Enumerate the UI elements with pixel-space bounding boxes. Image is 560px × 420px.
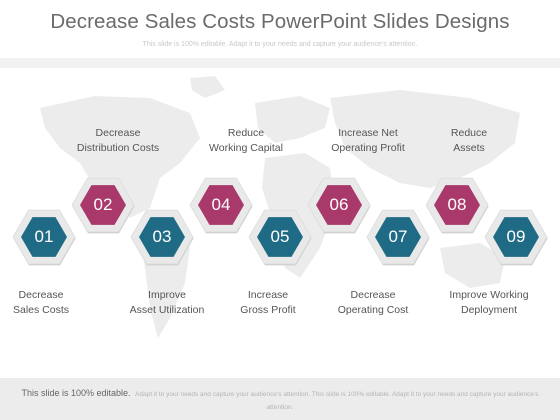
step-hexagon-06: 06 <box>307 173 371 237</box>
slide-title: Decrease Sales Costs PowerPoint Slides D… <box>50 10 510 33</box>
footer-bar: This slide is 100% editable. Adapt it to… <box>0 378 560 420</box>
step-label-01: Decrease Sales Costs <box>12 289 70 316</box>
slide-subtitle: This slide is 100% editable. Adapt it to… <box>142 41 418 48</box>
footer-strong-text: This slide is 100% editable. <box>21 388 131 398</box>
step-label-08: Reduce Assets <box>450 127 488 154</box>
header-band <box>0 58 560 68</box>
step-label-02: Decrease Distribution Costs <box>76 127 160 154</box>
step-number: 08 <box>447 195 467 214</box>
step-hexagon-04: 04 <box>189 173 253 237</box>
step-label-05: Increase Gross Profit <box>240 289 296 316</box>
step-number: 09 <box>506 227 526 246</box>
step-hexagon-05: 05 <box>248 205 312 269</box>
step-label-06: Increase Net Operating Profit <box>331 127 405 154</box>
footer-text: This slide is 100% editable. Adapt it to… <box>14 387 546 413</box>
step-hexagon-02: 02 <box>71 173 135 237</box>
step-label-03: Improve Asset Utilization <box>129 289 205 316</box>
step-number: 04 <box>211 195 231 214</box>
step-hexagon-09: 09 <box>484 205 548 269</box>
step-label-09: Improve Working Deployment <box>449 289 529 316</box>
step-hexagon-07: 07 <box>366 205 430 269</box>
world-map-background <box>40 76 520 338</box>
step-number: 06 <box>329 195 349 214</box>
step-hexagon-01: 01 <box>12 205 76 269</box>
step-number: 03 <box>152 227 172 246</box>
step-hexagon-03: 03 <box>130 205 194 269</box>
footer-light-text: Adapt it to your needs and capture your … <box>135 391 539 411</box>
step-label-07: Decrease Operating Cost <box>337 289 409 316</box>
step-hexagon-08: 08 <box>425 173 489 237</box>
step-number: 07 <box>388 227 408 246</box>
step-number: 05 <box>270 227 290 246</box>
step-number: 01 <box>34 227 54 246</box>
step-number: 02 <box>93 195 113 214</box>
step-label-04: Reduce Working Capital <box>209 127 283 154</box>
